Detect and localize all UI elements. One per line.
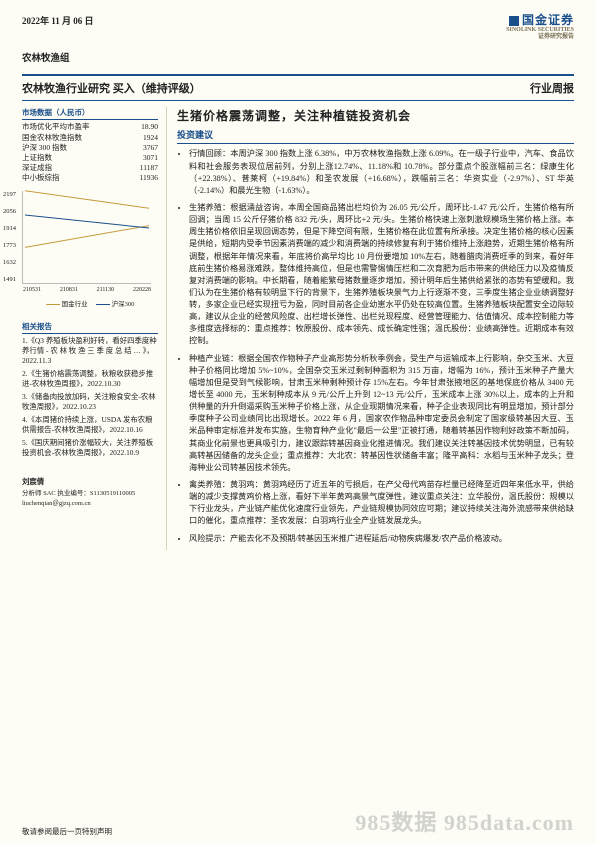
body-columns: 市场数据（人民币） 市场优化平均市盈率18.90 国金农林牧渔指数1924 沪深… [22,107,574,549]
related-reports: 相关报告 1.《Q3 养殖板块盈利好转，看好四季度种养行情 - 农 林 牧 渔 … [22,322,158,458]
main-content: 生猪价格震荡调整，关注种植链投资机会 投资建议 行情回顾：本周沪深 300 指数… [167,107,574,549]
list-item: 生猪养殖：根据涌益咨询，本周全国商品猪出栏均价为 26.05 元/公斤，周环比-… [189,202,574,348]
table-row: 深证成指11187 [22,163,158,173]
disclaimer: 敬请参阅最后一页特别声明 [22,826,112,837]
list-item: 3.《储备肉投放加码，关注粮食安全-农林牧渔周报》，2022.10.23 [22,392,158,412]
list-item: 风险提示：产能去化不及预期/转基因玉米推广进程延后/动物疾病爆发/农产品价格波动… [189,533,574,545]
chart-legend: 国金行业 沪深300 [22,298,158,308]
list-item: 行情回顾：本周沪深 300 指数上涨 6.38%，中万农林牧渔指数上涨 6.09… [189,148,574,197]
market-data-table: 市场优化平均市盈率18.90 国金农林牧渔指数1924 沪深 300 指数376… [22,122,158,183]
series-line-1b [25,225,149,249]
list-item: 4.《本周猪价持续上涨，USDA 发布农粮供需报告-农林牧渔周报》，2022.1… [22,415,158,435]
market-data-title: 市场数据（人民币） [22,107,158,120]
analyst-block: 刘宸倩 分析师 SAC 执业编号：S1130519110005 liuchenq… [22,476,158,507]
left-sidebar: 市场数据（人民币） 市场优化平均市盈率18.90 国金农林牧渔指数1924 沪深… [22,107,167,549]
main-title: 生猪价格震荡调整，关注种植链投资机会 [177,107,574,124]
headline-left: 农林牧渔行业研究 买入（维持评级） [22,80,201,96]
list-item: 种植产业链：根据全国农作物种子产业高形势分析秋季例会，受生产与运输成本上行影响，… [189,353,574,474]
table-row: 中小板综指11936 [22,173,158,183]
watermark: 985数据 985data.com [355,805,574,837]
analyst-name: 刘宸倩 [22,476,158,487]
analyst-email: liuchenqian＠gjzq.com.cn [22,497,158,507]
company-logo: 国金证券 SINOLINK SECURITIES 证券研究报告 [506,14,574,40]
table-row: 国金农林牧渔指数1924 [22,133,158,143]
list-item: 2.《生猪价格震荡调整，秋粮收获稳步推进-农林牧渔周报》，2022.10.30 [22,369,158,389]
report-date: 2022年 11 月 06 日 [22,14,94,40]
recommendation-bullets: 行情回顾：本周沪深 300 指数上涨 6.38%，中万农林牧渔指数上涨 6.09… [177,148,574,544]
top-bar: 2022年 11 月 06 日 国金证券 SINOLINK SECURITIES… [22,14,574,40]
headline-right: 行业周报 [530,80,574,96]
index-line-chart: 2197 2056 1914 1773 1632 1491 210531 210… [22,191,151,284]
page-footer: 敬请参阅最后一页特别声明 985数据 985data.com [0,805,596,837]
group-name: 农林牧渔组 [22,50,574,64]
headline-bar: 农林牧渔行业研究 买入（维持评级） 行业周报 [22,74,574,101]
list-item: 5.《国庆期间猪价涨幅较大，关注养殖板投资机会-农林牧渔周报》，2022.10.… [22,438,158,458]
series-line-1 [25,190,149,209]
list-item: 禽类养殖：黄羽鸡：黄羽鸡经历了近五年的亏损后，在产父母代鸡苗存栏量已经降至近四年… [189,479,574,528]
series-line-2 [25,215,149,230]
report-page: 2022年 11 月 06 日 国金证券 SINOLINK SECURITIES… [0,0,596,843]
list-item: 1.《Q3 养殖板块盈利好转，看好四季度种养行情 - 农 林 牧 渔 三 季 度… [22,336,158,366]
sub-title: 投资建议 [177,128,574,144]
table-row: 沪深 300 指数3767 [22,143,158,153]
table-row: 市场优化平均市盈率18.90 [22,122,158,132]
table-row: 上证指数3071 [22,153,158,163]
